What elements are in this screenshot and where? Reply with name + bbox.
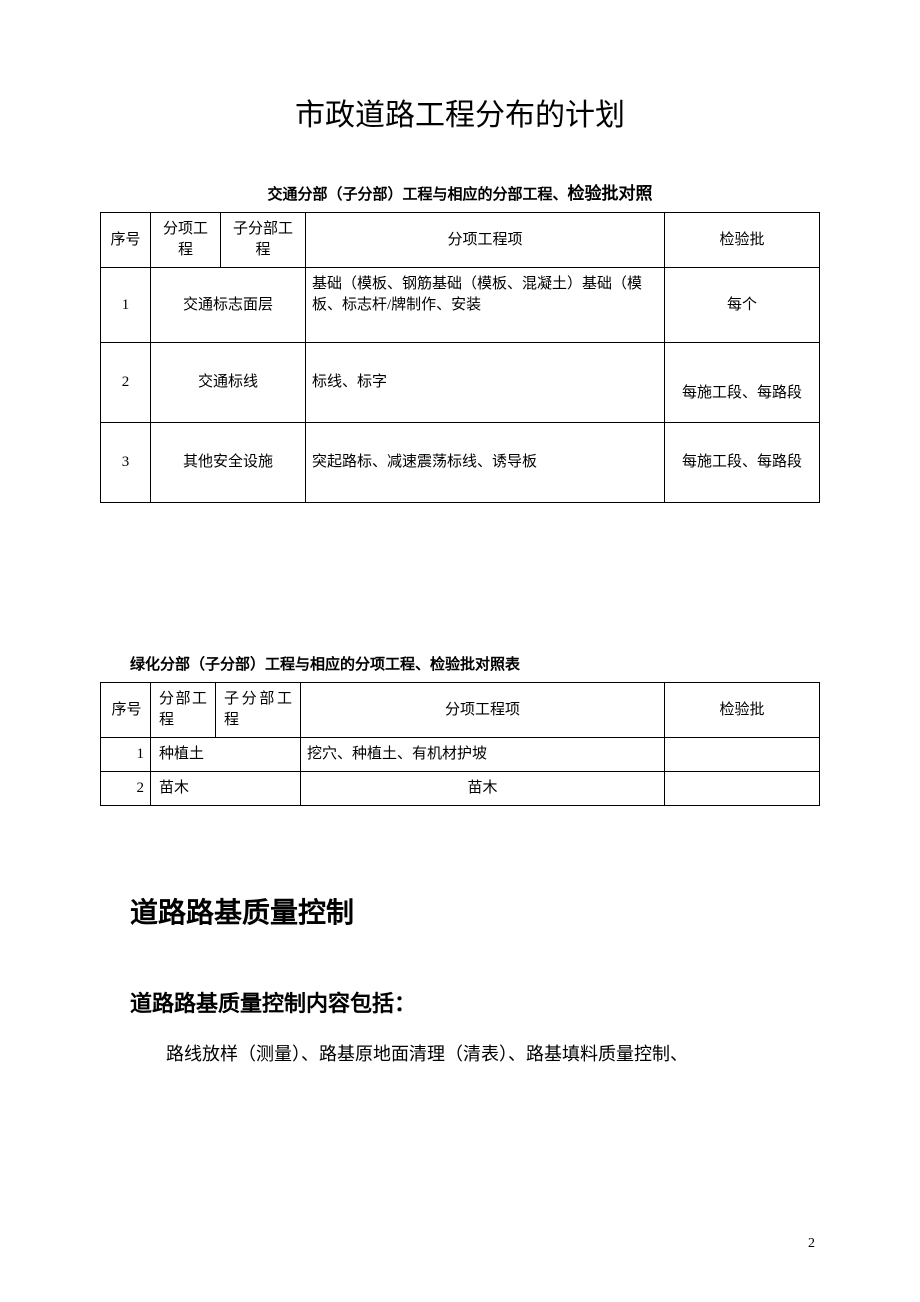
table-header-row: 序号 分部工程 子分部工程 分项工程项 检验批 — [101, 683, 820, 738]
page-number: 2 — [808, 1236, 815, 1252]
table1-caption-suffix: 检验批对照 — [568, 184, 653, 203]
table-row: 1 交通标志面层 基础（模板、钢筋基础（模板、混凝土）基础（模板、标志杆/牌制作… — [101, 268, 820, 343]
table-cell: 苗木 — [301, 772, 665, 806]
table1-caption-prefix: 交通分部（子分部）工程与相应的分部工程、 — [267, 187, 567, 203]
table-header-cell: 分项工程 — [151, 213, 221, 268]
table2: 序号 分部工程 子分部工程 分项工程项 检验批 1 种植土 挖穴、种植土、有机材… — [100, 682, 820, 806]
table-cell: 1 — [101, 268, 151, 343]
table-cell — [665, 738, 820, 772]
table-header-cell: 分项工程项 — [306, 213, 665, 268]
table-header-cell: 序号 — [101, 683, 151, 738]
sub-section-title: 道路路基质量控制内容包括： — [130, 986, 820, 1018]
table-cell: 突起路标、减速震荡标线、诱导板 — [306, 423, 665, 503]
table-cell: 其他安全设施 — [151, 423, 306, 503]
table-header-cell: 子分部工程 — [221, 213, 306, 268]
table-cell: 每施工段、每路段 — [665, 343, 820, 423]
table-header-cell: 子分部工程 — [216, 683, 301, 738]
table-cell: 基础（模板、钢筋基础（模板、混凝土）基础（模板、标志杆/牌制作、安装 — [306, 268, 665, 343]
table1-caption: 交通分部（子分部）工程与相应的分部工程、检验批对照 — [100, 179, 820, 204]
table-cell: 挖穴、种植土、有机材护坡 — [301, 738, 665, 772]
table-row: 2 交通标线 标线、标字 每施工段、每路段 — [101, 343, 820, 423]
table-cell: 1 — [101, 738, 151, 772]
table-cell: 每施工段、每路段 — [665, 423, 820, 503]
body-paragraph: 路线放样（测量）、路基原地面清理（清表）、路基填料质量控制、 — [130, 1038, 820, 1070]
table-header-cell: 序号 — [101, 213, 151, 268]
table-cell: 2 — [101, 343, 151, 423]
table-cell: 交通标志面层 — [151, 268, 306, 343]
table-cell: 标线、标字 — [306, 343, 665, 423]
table-row: 3 其他安全设施 突起路标、减速震荡标线、诱导板 每施工段、每路段 — [101, 423, 820, 503]
table1: 序号 分项工程 子分部工程 分项工程项 检验批 1 交通标志面层 基础（模板、钢… — [100, 212, 820, 503]
table-cell: 每个 — [665, 268, 820, 343]
table-cell: 苗木 — [151, 772, 301, 806]
section-title: 道路路基质量控制 — [130, 891, 820, 931]
table-header-cell: 分部工程 — [151, 683, 216, 738]
table-row: 1 种植土 挖穴、种植土、有机材护坡 — [101, 738, 820, 772]
table-header-row: 序号 分项工程 子分部工程 分项工程项 检验批 — [101, 213, 820, 268]
table-cell: 3 — [101, 423, 151, 503]
table-cell: 种植土 — [151, 738, 301, 772]
table-header-cell: 检验批 — [665, 683, 820, 738]
table-cell — [665, 772, 820, 806]
table-cell: 交通标线 — [151, 343, 306, 423]
table-header-cell: 检验批 — [665, 213, 820, 268]
page-title: 市政道路工程分布的计划 — [100, 90, 820, 134]
table2-caption: 绿化分部（子分部）工程与相应的分项工程、检验批对照表 — [100, 653, 820, 674]
table-row: 2 苗木 苗木 — [101, 772, 820, 806]
table-header-cell: 分项工程项 — [301, 683, 665, 738]
table-cell: 2 — [101, 772, 151, 806]
